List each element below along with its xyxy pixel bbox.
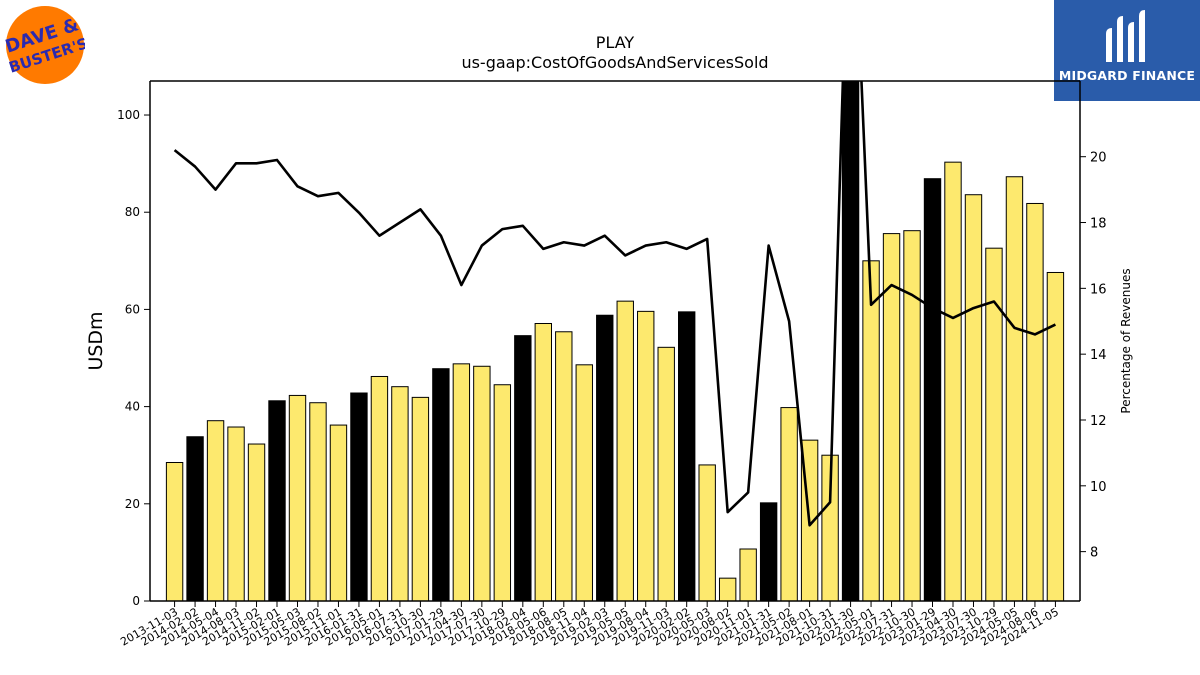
y-tick-label-40: 40 [125,400,140,414]
bar-2019-11-03 [657,346,675,601]
bar-2016-05-01 [370,375,389,601]
y-tick-label-60: 60 [125,302,140,316]
bar-2018-05-06 [534,323,552,601]
bar-2024-08-06 [1026,202,1044,601]
bar-2022-05-01 [862,260,880,601]
bar-2014-08-03 [227,426,245,601]
y2-tick-label-20: 20 [1090,151,1107,166]
bar-2014-11-02 [247,443,266,601]
bar-2015-02-01 [268,400,286,601]
bar-2015-08-02 [309,402,327,601]
bar-2021-05-02 [780,407,798,601]
bar-2018-08-05 [555,331,573,601]
y2-tick-label-16: 16 [1090,282,1107,297]
bar-2014-02-02 [186,436,204,601]
midgard-mark-icon [1106,10,1145,62]
dave-and-busters-logo: DAVE & BUSTER'S [3,5,90,85]
y-tick-label-100: 100 [117,108,140,122]
bar-2020-11-01 [739,548,757,601]
midgard-finance-wordmark: MIDGARD FINANCE [1058,68,1196,83]
bar-2015-11-01 [329,424,348,601]
y-tick-label-0: 0 [132,594,140,608]
y2-tick-label-8: 8 [1090,546,1098,561]
bar-2013-11-03 [165,462,184,601]
bar-2017-04-30 [452,363,471,601]
bar-2018-11-04 [575,364,593,601]
bar-2024-11-05 [1046,271,1065,601]
bar-2020-02-02 [678,311,696,601]
bar-2022-07-31 [882,233,901,601]
bar-2016-01-31 [350,392,368,601]
bar-2022-01-30 [841,81,860,601]
bar-2014-05-04 [206,420,225,601]
y2-tick-label-10: 10 [1090,480,1107,495]
bar-2017-01-29 [432,368,450,601]
bar-2024-05-05 [1005,176,1024,601]
y-axis-label: USDm [85,311,107,370]
bar-2023-04-30 [944,161,962,601]
bar-2019-08-04 [637,310,655,601]
bar-2015-05-03 [288,394,307,601]
bar-2017-10-29 [493,384,512,601]
bar-2016-07-31 [391,386,409,601]
y-tick-label-80: 80 [125,205,140,219]
bar-2016-10-30 [411,396,430,601]
percentage-of-revenues-line [173,81,1056,527]
y2-axis-label: Percentage of Revenues [1119,268,1133,413]
chart-subtitle: us-gaap:CostOfGoodsAndServicesSold [461,53,768,72]
bar-2023-01-29 [923,178,942,601]
bar-2020-08-02 [718,577,737,601]
y2-tick-label-18: 18 [1090,217,1107,232]
y-tick-label-20: 20 [125,497,140,511]
bar-2023-07-30 [964,194,983,601]
chart-title: PLAY [596,33,635,52]
y2-tick-label-12: 12 [1090,414,1107,429]
y2-tick-label-14: 14 [1090,348,1107,363]
bar-2019-05-05 [616,300,634,601]
bar-2018-02-04 [514,335,532,601]
bar-2022-10-30 [903,230,921,601]
bar-2023-10-29 [985,247,1003,601]
bar-2019-02-03 [596,314,614,601]
bar-2017-07-30 [473,365,491,601]
bar-2021-01-31 [759,502,778,601]
bar-2020-05-03 [698,464,716,601]
midgard-finance-logo: MIDGARD FINANCE [1054,0,1200,101]
